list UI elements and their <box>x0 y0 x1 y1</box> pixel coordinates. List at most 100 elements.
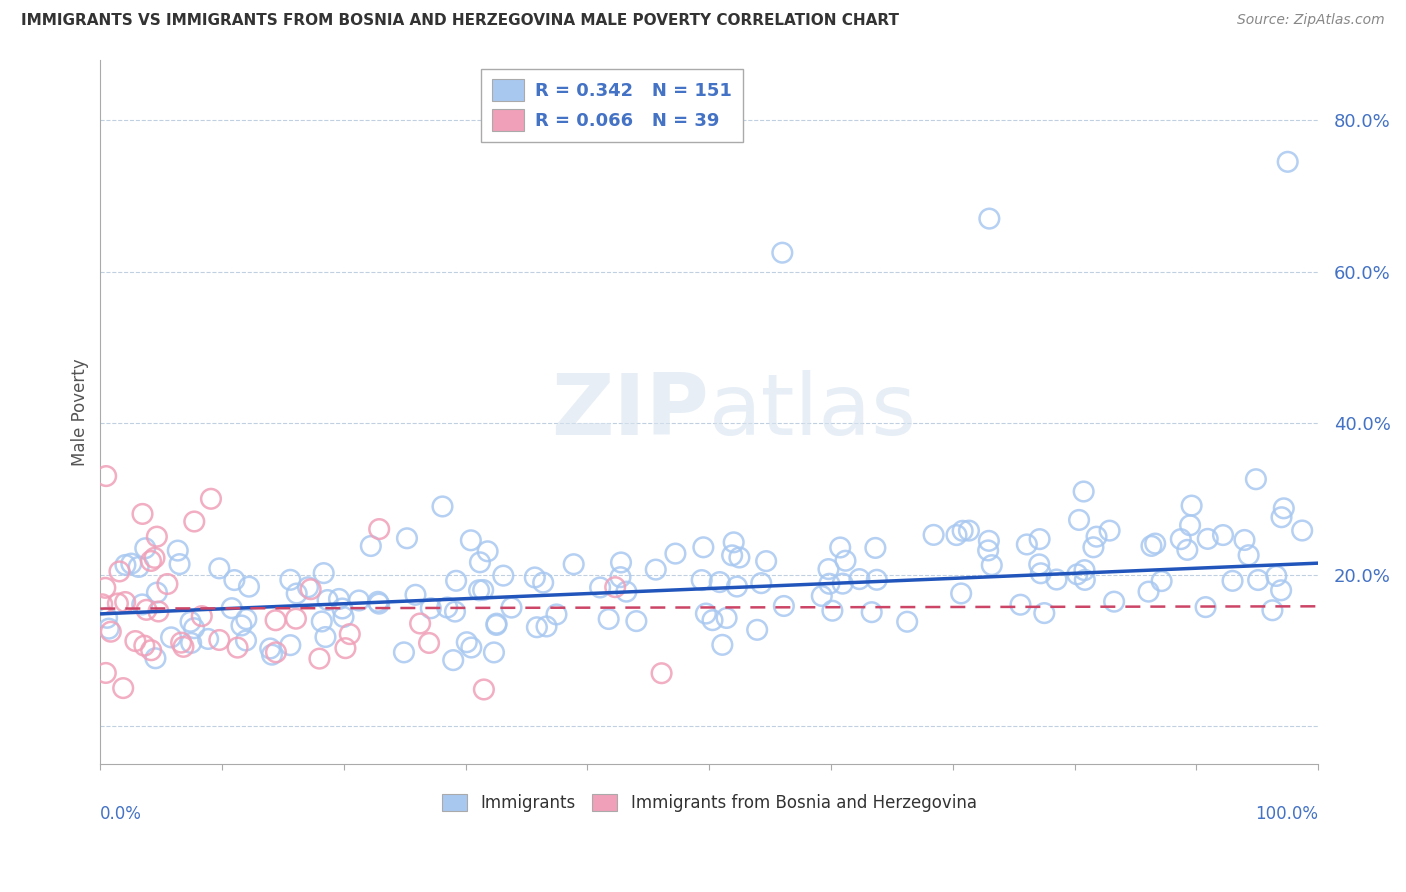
Point <box>711 638 734 652</box>
Point <box>866 573 889 587</box>
Point <box>260 648 283 662</box>
Point <box>1270 583 1292 598</box>
Point <box>172 640 194 654</box>
Point <box>1150 574 1173 588</box>
Point <box>328 591 350 606</box>
Point <box>94 581 117 595</box>
Point <box>1015 537 1038 551</box>
Point <box>1102 595 1125 609</box>
Point <box>312 566 335 581</box>
Point <box>1272 501 1295 516</box>
Point <box>409 616 432 631</box>
Point <box>330 601 353 615</box>
Point <box>1237 548 1260 562</box>
Point <box>180 615 202 629</box>
Point <box>367 595 389 609</box>
Point <box>1194 600 1216 615</box>
Point <box>368 597 391 611</box>
Point <box>235 612 257 626</box>
Point <box>834 554 856 568</box>
Point <box>644 563 666 577</box>
Point <box>609 570 631 584</box>
Point <box>977 543 1000 558</box>
Point <box>817 562 839 576</box>
Point <box>598 612 620 626</box>
Point <box>536 619 558 633</box>
Point <box>444 605 467 619</box>
Point <box>139 554 162 568</box>
Point <box>360 539 382 553</box>
Point <box>208 632 231 647</box>
Point <box>477 544 499 558</box>
Text: ZIP: ZIP <box>551 370 709 453</box>
Point <box>285 586 308 600</box>
Point <box>114 595 136 609</box>
Point <box>651 666 673 681</box>
Point <box>957 524 980 538</box>
Point <box>432 500 454 514</box>
Point <box>1212 528 1234 542</box>
Point <box>1010 598 1032 612</box>
Point <box>945 528 967 542</box>
Point <box>818 576 841 591</box>
Point <box>831 576 853 591</box>
Point <box>1066 567 1088 582</box>
Point <box>980 558 1002 573</box>
Point <box>146 530 169 544</box>
Point <box>368 522 391 536</box>
Point <box>977 533 1000 548</box>
Point <box>134 541 156 556</box>
Point <box>347 593 370 607</box>
Point <box>1233 533 1256 547</box>
Point <box>865 541 887 555</box>
Point <box>716 611 738 625</box>
Point <box>848 572 870 586</box>
Point <box>114 558 136 572</box>
Point <box>950 586 973 600</box>
Point <box>124 634 146 648</box>
Point <box>96 611 118 625</box>
Point <box>979 211 1001 226</box>
Point <box>259 641 281 656</box>
Point <box>1144 536 1167 550</box>
Point <box>695 607 717 621</box>
Point <box>482 645 505 659</box>
Point <box>316 593 339 607</box>
Point <box>143 550 166 565</box>
Y-axis label: Male Poverty: Male Poverty <box>72 358 89 466</box>
Point <box>156 577 179 591</box>
Point <box>810 589 832 603</box>
Point <box>468 555 491 569</box>
Point <box>830 541 852 555</box>
Point <box>1140 539 1163 553</box>
Point <box>197 632 219 646</box>
Point <box>468 583 491 598</box>
Point <box>392 645 415 659</box>
Point <box>1045 573 1067 587</box>
Point <box>208 561 231 575</box>
Point <box>460 533 482 548</box>
Point <box>1029 566 1052 581</box>
Point <box>141 643 163 657</box>
Point <box>456 635 478 649</box>
Point <box>284 612 307 626</box>
Point <box>166 543 188 558</box>
Point <box>472 682 495 697</box>
Point <box>238 580 260 594</box>
Point <box>922 528 945 542</box>
Point <box>1067 513 1090 527</box>
Point <box>1028 532 1050 546</box>
Point <box>1222 574 1244 588</box>
Point <box>419 601 441 615</box>
Point <box>1181 499 1204 513</box>
Point <box>94 665 117 680</box>
Point <box>460 640 482 655</box>
Point <box>610 556 633 570</box>
Point <box>749 576 772 591</box>
Point <box>1277 154 1299 169</box>
Point <box>135 603 157 617</box>
Point <box>131 507 153 521</box>
Point <box>1098 524 1121 538</box>
Point <box>755 554 778 568</box>
Point <box>1073 563 1095 577</box>
